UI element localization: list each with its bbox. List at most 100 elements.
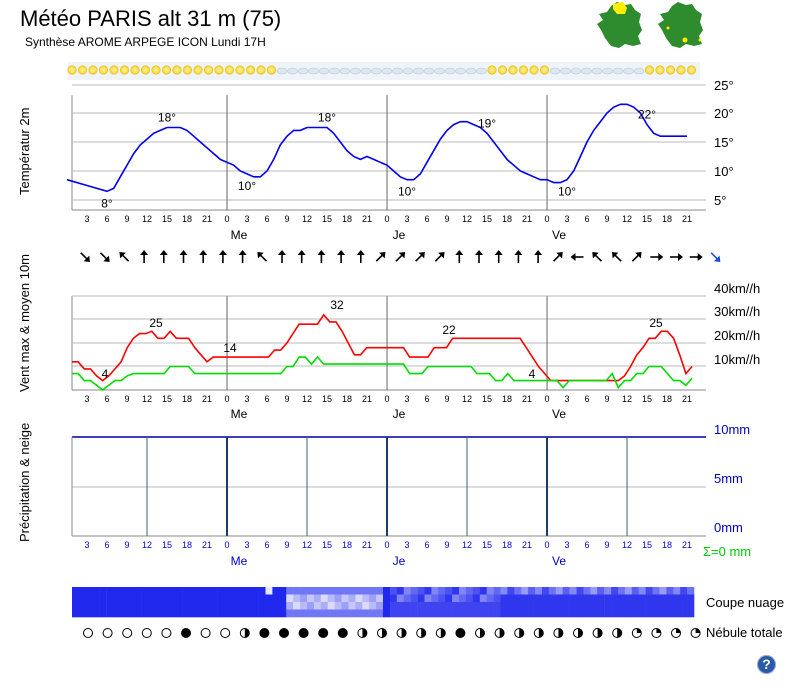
help-icon[interactable]: ? xyxy=(757,655,776,674)
cloud-icon xyxy=(381,67,393,75)
arrow-head xyxy=(678,253,683,261)
cloud-cell xyxy=(576,602,584,610)
wind-direction-arrow-icon xyxy=(337,250,346,263)
temperature-tick-label: 10° xyxy=(714,164,734,179)
cloud-cell xyxy=(224,609,232,618)
dot-fill xyxy=(318,628,328,638)
precip-tick-label: 0mm xyxy=(714,520,743,535)
cloud-cell xyxy=(631,602,639,610)
cloud-cell xyxy=(673,594,681,603)
wind-extreme-label: 22 xyxy=(442,323,456,337)
arrow-head xyxy=(418,252,425,259)
sun-icon xyxy=(67,65,77,75)
cloud-cell xyxy=(604,587,612,595)
hour-tick-label: 12 xyxy=(462,394,472,404)
cloud-cell xyxy=(452,594,460,603)
cloud-cell xyxy=(369,594,377,603)
hour-tick-label: 21 xyxy=(362,214,372,224)
cloud-cell xyxy=(313,609,322,618)
hour-tick-label: 3 xyxy=(405,394,410,404)
arrow-head xyxy=(514,250,523,255)
cloud-cell xyxy=(244,587,252,595)
cloud-cell xyxy=(659,587,667,595)
hour-tick-label: 3 xyxy=(245,394,250,404)
wind-direction-arrow-icon xyxy=(710,252,721,262)
cloud-cell xyxy=(106,602,114,610)
cloud-cover-dot-icon xyxy=(631,628,642,638)
hour-tick-label: 18 xyxy=(502,394,512,404)
dot-fill xyxy=(597,628,603,638)
cloud-cell xyxy=(251,587,259,595)
cloud-icon xyxy=(570,67,582,75)
wind-direction-arrow-icon xyxy=(238,250,247,263)
sun-icon xyxy=(256,65,266,75)
cloud-cell xyxy=(85,594,93,603)
cloud-icon xyxy=(633,67,645,75)
cloud-cell xyxy=(279,594,287,603)
cloud-cell xyxy=(307,602,315,610)
cloud-cell xyxy=(452,609,460,618)
cloud-cell xyxy=(479,602,487,610)
cloud-cell xyxy=(127,609,135,618)
cloud-cell xyxy=(369,602,377,610)
cloud-icon xyxy=(318,67,330,75)
hour-tick-label: 9 xyxy=(285,394,290,404)
cloud-cover-dot-icon xyxy=(259,628,270,638)
cloud-cell xyxy=(631,609,639,618)
france-map-icon[interactable] xyxy=(656,0,708,50)
cloud-cell xyxy=(542,594,550,603)
dot-fill xyxy=(695,628,701,633)
cloud-cell xyxy=(355,602,363,610)
arrow-head xyxy=(119,252,126,259)
wind-direction-arrow-icon xyxy=(356,250,365,263)
cloud-cell xyxy=(148,587,156,595)
hour-tick-label: 15 xyxy=(642,394,652,404)
hour-tick-label: 12 xyxy=(142,214,152,224)
france-map-icon[interactable] xyxy=(595,0,647,50)
wind-direction-arrow-icon xyxy=(375,252,386,262)
dot-fill xyxy=(401,628,407,638)
precip-tick-label: 10mm xyxy=(714,422,750,437)
wind-direction-arrow-icon xyxy=(257,252,268,262)
hour-tick-label: 18 xyxy=(182,540,192,550)
cloud-cell xyxy=(224,594,232,603)
cloud-cell xyxy=(279,602,287,610)
cloud-cell xyxy=(237,587,246,595)
cloud-cell xyxy=(438,602,446,610)
sun-icon xyxy=(119,65,130,75)
cloud-cell xyxy=(168,594,176,603)
cloud-cell xyxy=(590,594,598,603)
cloud-cell xyxy=(465,587,474,595)
cloud-icon xyxy=(465,67,477,75)
arrow-head xyxy=(556,252,563,259)
sun-icon xyxy=(98,65,109,75)
cloud-cell xyxy=(465,602,474,610)
cloud-cover-dot-icon xyxy=(141,628,152,638)
cloud-cell xyxy=(320,594,328,603)
wind-max-line xyxy=(72,313,693,382)
cloud-cell xyxy=(486,587,494,595)
hour-tick-label: 18 xyxy=(662,394,672,404)
cloud-icon xyxy=(434,67,445,75)
cloud-cover-dot-icon xyxy=(573,628,583,638)
cloud-cell xyxy=(300,602,308,610)
cloud-cell xyxy=(134,602,142,610)
cloud-cell xyxy=(217,594,225,603)
sun-icon xyxy=(109,65,119,75)
cloud-cell xyxy=(355,594,363,603)
arrow-head xyxy=(140,250,149,255)
cloud-cell xyxy=(417,587,425,595)
sun-icon xyxy=(539,65,550,75)
sun-icon xyxy=(487,65,497,75)
cloud-cell xyxy=(78,602,87,610)
cloud-cell xyxy=(113,594,121,603)
hour-tick-label: 15 xyxy=(482,540,492,550)
cloud-cell xyxy=(431,594,439,603)
cloud-cell xyxy=(438,594,446,603)
cloud-cell xyxy=(548,587,557,595)
total-cloud-label: Nébule totale xyxy=(706,625,783,640)
dot-outline xyxy=(200,628,211,638)
cloud-icon xyxy=(276,67,288,75)
cloud-cell xyxy=(576,609,584,618)
arrow-head xyxy=(83,255,90,262)
